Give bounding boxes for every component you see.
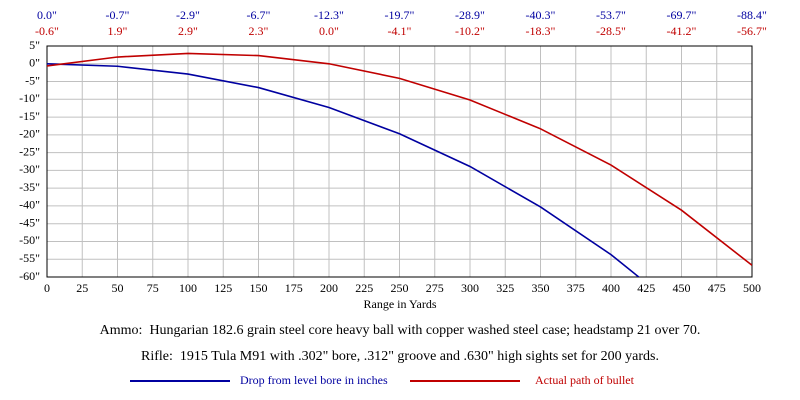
- note: Rifle: 1915 Tula M91 with .302" bore, .3…: [141, 349, 659, 364]
- x-tick-label: 200: [320, 281, 338, 295]
- value-label: -28.5": [596, 24, 626, 38]
- value-label: -19.7": [385, 8, 415, 22]
- x-tick-label: 25: [76, 281, 88, 295]
- x-tick-label: 325: [496, 281, 514, 295]
- value-label: 0.0": [37, 8, 57, 22]
- value-label: -10.2": [455, 24, 485, 38]
- x-tick-label: 400: [602, 281, 620, 295]
- y-tick-label: 0": [29, 56, 40, 70]
- x-tick-label: 150: [250, 281, 268, 295]
- y-tick-label: -40": [19, 198, 40, 212]
- series-line: [47, 62, 641, 277]
- x-tick-label: 450: [673, 281, 691, 295]
- y-tick-label: -25": [19, 144, 40, 158]
- y-tick-label: -45": [19, 215, 40, 229]
- x-tick-label: 0: [44, 281, 50, 295]
- x-tick-label: 350: [532, 281, 550, 295]
- y-tick-label: -35": [19, 180, 40, 194]
- x-tick-label: 100: [179, 281, 197, 295]
- value-label: -4.1": [388, 24, 412, 38]
- value-label: 2.3": [249, 24, 269, 38]
- x-tick-label: 250: [391, 281, 409, 295]
- value-label: -41.2": [667, 24, 697, 38]
- value-label: -56.7": [737, 24, 767, 38]
- legend-label: Actual path of bullet: [535, 373, 635, 387]
- value-label: 2.9": [178, 24, 198, 38]
- x-tick-label: 175: [285, 281, 303, 295]
- value-label: -2.9": [176, 8, 200, 22]
- y-tick-label: -30": [19, 162, 40, 176]
- x-tick-label: 425: [637, 281, 655, 295]
- value-label: -88.4": [737, 8, 767, 22]
- value-label: -28.9": [455, 8, 485, 22]
- series-line: [47, 52, 752, 266]
- y-tick-label: 5": [29, 38, 40, 52]
- x-tick-label: 225: [355, 281, 373, 295]
- x-axis-label: Range in Yards: [363, 297, 436, 311]
- y-tick-label: -20": [19, 127, 40, 141]
- value-label: -6.7": [247, 8, 271, 22]
- legend-label: Drop from level bore in inches: [240, 373, 388, 387]
- y-tick-label: -5": [25, 73, 40, 87]
- x-tick-label: 75: [147, 281, 159, 295]
- y-tick-label: -50": [19, 233, 40, 247]
- x-tick-label: 475: [708, 281, 726, 295]
- value-label: -69.7": [667, 8, 697, 22]
- x-tick-label: 500: [743, 281, 761, 295]
- x-tick-label: 300: [461, 281, 479, 295]
- value-label: -0.7": [106, 8, 130, 22]
- x-tick-label: 50: [112, 281, 124, 295]
- note: Ammo: Hungarian 182.6 grain steel core h…: [100, 323, 701, 338]
- value-label: -18.3": [526, 24, 556, 38]
- value-label: -40.3": [526, 8, 556, 22]
- plot-border: [46, 45, 753, 278]
- value-label: 1.9": [108, 24, 128, 38]
- x-tick-label: 125: [214, 281, 232, 295]
- value-label: -12.3": [314, 8, 344, 22]
- y-tick-label: -15": [19, 109, 40, 123]
- x-tick-label: 375: [567, 281, 585, 295]
- value-label: -0.6": [35, 24, 59, 38]
- y-tick-label: -55": [19, 251, 40, 265]
- x-tick-label: 275: [426, 281, 444, 295]
- value-label: -53.7": [596, 8, 626, 22]
- value-label: 0.0": [319, 24, 339, 38]
- y-tick-label: -10": [19, 91, 40, 105]
- y-tick-label: -60": [19, 269, 40, 283]
